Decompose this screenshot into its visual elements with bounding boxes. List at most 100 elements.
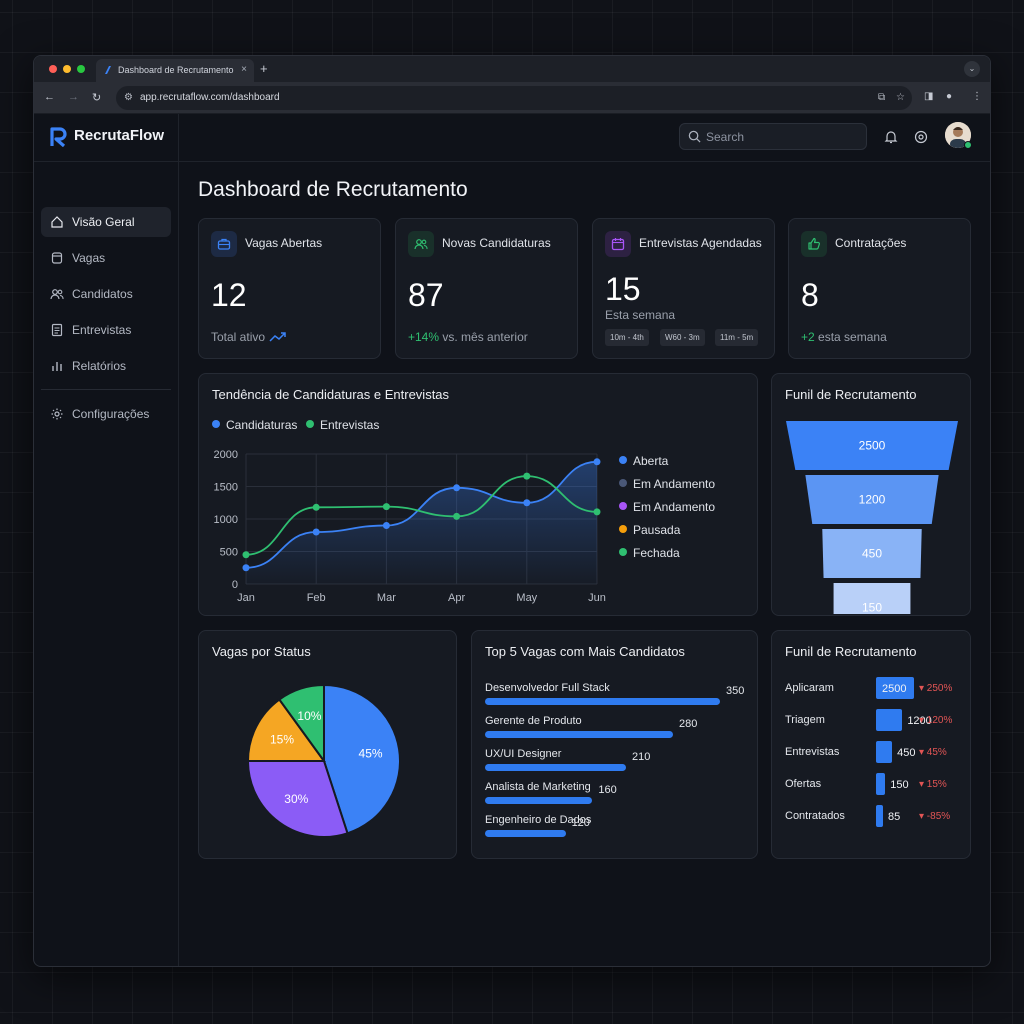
document-icon <box>51 323 63 337</box>
reload-icon[interactable]: ↻ <box>92 92 102 104</box>
funnel-stage-label: Triagem <box>785 714 825 726</box>
stat-sub-label: esta semana <box>818 330 887 344</box>
schedule-chip[interactable]: 11m - 5m <box>715 329 759 346</box>
status-legend-item[interactable]: Em Andamento <box>619 477 715 491</box>
calendar-icon <box>611 238 625 251</box>
url-text[interactable]: app.recrutaflow.com/dashboard <box>140 92 280 103</box>
profile-icon[interactable]: ● <box>946 91 953 102</box>
series-line-entrevistas <box>245 475 598 556</box>
candidate-count-value: 350 <box>726 685 745 697</box>
sidebar-item-label: Relatórios <box>72 359 127 373</box>
translate-icon[interactable]: ⧉ <box>878 92 886 103</box>
minimize-window-button[interactable] <box>63 65 71 73</box>
sidebar-item-candidatos[interactable]: Candidatos <box>41 279 171 309</box>
stat-card-vagas-abertas[interactable]: Vagas Abertas 12 Total ativo <box>198 218 381 359</box>
trend-up-icon <box>269 332 286 342</box>
search-box[interactable] <box>679 123 867 150</box>
stat-icon-box <box>605 231 631 257</box>
card-title: Top 5 Vagas com Mais Candidatos <box>485 644 685 659</box>
x-tick-label: Jan <box>237 592 255 604</box>
stat-value: 8 <box>801 277 819 313</box>
thumbs-up-icon <box>808 237 820 250</box>
pie-slice-label: 15% <box>270 733 294 747</box>
browser-menu-icon[interactable]: ⋮ <box>972 91 982 102</box>
new-tab-button[interactable]: + <box>260 61 268 76</box>
funnel-stage-change: ▾ 120% <box>919 715 953 726</box>
stat-sub-label: Esta semana <box>605 308 676 322</box>
status-legend-item[interactable]: Fechada <box>619 546 680 560</box>
funnel-card: Funil de Recrutamento 2500 1200 450 150 <box>771 373 971 616</box>
stat-card-novas-candidaturas[interactable]: Novas Candidaturas 87 +14% vs. mês anter… <box>395 218 578 359</box>
tab-title: Dashboard de Recrutamento <box>118 65 234 75</box>
legend-item-entrevistas[interactable]: Entrevistas <box>306 418 379 432</box>
app-name[interactable]: RecrutaFlow <box>74 127 165 144</box>
maximize-window-button[interactable] <box>77 65 85 73</box>
y-tick-label: 1000 <box>214 514 238 526</box>
pie-slice <box>277 683 325 765</box>
x-tick-label: Feb <box>307 592 326 604</box>
forward-arrow-icon[interactable]: → <box>68 91 79 103</box>
schedule-chip[interactable]: W60 - 3m <box>660 329 705 346</box>
url-field[interactable]: ⚙ app.recrutaflow.com/dashboard ⧉ ☆ <box>116 86 912 110</box>
y-tick-label: 0 <box>232 579 238 591</box>
data-point <box>523 472 531 480</box>
page-title: Dashboard de Recrutamento <box>198 178 468 201</box>
bell-icon[interactable] <box>883 129 899 145</box>
legend-dot <box>619 548 627 556</box>
stat-subtext: +2 esta semana <box>801 330 887 344</box>
tab-close-icon[interactable]: × <box>241 64 247 75</box>
data-point <box>242 564 250 572</box>
sidebar-item-label: Visão Geral <box>72 215 135 229</box>
funnel-stage-value: 1200 <box>907 715 932 727</box>
legend-label: Em Andamento <box>633 500 716 514</box>
schedule-chip[interactable]: 10m - 4th <box>605 329 649 346</box>
status-pie-card: Vagas por Status 45% 30% 15% 10% <box>198 630 457 859</box>
site-info-icon[interactable]: ⚙ <box>124 92 133 103</box>
sidebar-item-entrevistas[interactable]: Entrevistas <box>41 315 171 345</box>
stat-title: Vagas Abertas <box>245 236 323 250</box>
pie-slice-label: 30% <box>284 792 308 806</box>
stat-title: Entrevistas Agendadas <box>639 236 762 250</box>
sidebar-item-visao-geral[interactable]: Visão Geral <box>41 207 171 237</box>
sidebar-item-configuracoes[interactable]: Configurações <box>41 399 171 429</box>
browser-tab[interactable]: Dashboard de Recrutamento × <box>96 59 254 82</box>
funnel-stage-change: ▾ -85% <box>919 811 951 822</box>
y-tick-label: 2000 <box>214 449 238 461</box>
legend-item-candidaturas[interactable]: Candidaturas <box>212 418 297 432</box>
funnel-table-card: Funil de Recrutamento Aplicaram 2500 ▾ 250… <box>771 630 971 859</box>
stat-value: 15 <box>605 271 641 307</box>
recrutaflow-logo-icon <box>50 127 67 147</box>
y-tick-label: 1500 <box>214 482 238 494</box>
browser-window: Dashboard de Recrutamento × + ⌄ ← → ↻ ⚙ … <box>33 55 991 967</box>
status-legend-item[interactable]: Pausada <box>619 523 680 537</box>
funnel-stage-value: 2500 <box>882 683 907 695</box>
card-title: Vagas por Status <box>212 644 311 659</box>
bookmark-star-icon[interactable]: ☆ <box>896 92 905 103</box>
status-legend-item[interactable]: Em Andamento <box>619 500 715 514</box>
status-legend-item[interactable]: Aberta <box>619 454 668 468</box>
legend-label: Em Andamento <box>633 477 716 491</box>
stat-sub-label: Total ativo <box>211 330 266 344</box>
sidebar-item-relatorios[interactable]: Relatórios <box>41 351 171 381</box>
back-arrow-icon[interactable]: ← <box>44 91 55 103</box>
app-header: RecrutaFlow <box>34 114 990 162</box>
search-input[interactable] <box>706 129 856 145</box>
legend-label: Aberta <box>633 454 669 468</box>
home-icon <box>51 216 63 228</box>
x-tick-label: Mar <box>377 592 396 604</box>
sidebar-item-vagas[interactable]: Vagas <box>41 243 171 273</box>
tab-menu-chevron-icon[interactable]: ⌄ <box>964 61 980 77</box>
candidate-count-bar <box>485 764 626 771</box>
data-point <box>453 512 461 520</box>
sidepanel-icon[interactable]: ◨ <box>924 91 934 102</box>
legend-dot <box>619 502 627 510</box>
stat-icon-box <box>801 231 827 257</box>
candidate-count-value: 210 <box>632 751 651 763</box>
funnel-chart: 2500 1200 450 150 <box>786 421 958 614</box>
close-window-button[interactable] <box>49 65 57 73</box>
stat-card-entrevistas-agendadas[interactable]: Entrevistas Agendadas 15 Esta semana 10m… <box>592 218 775 359</box>
stat-card-contratacoes[interactable]: Contratações 8 +2 esta semana <box>788 218 971 359</box>
funnel-stage-change: ▾ 15% <box>919 779 947 790</box>
settings-icon[interactable] <box>913 129 929 145</box>
data-point <box>523 499 531 507</box>
